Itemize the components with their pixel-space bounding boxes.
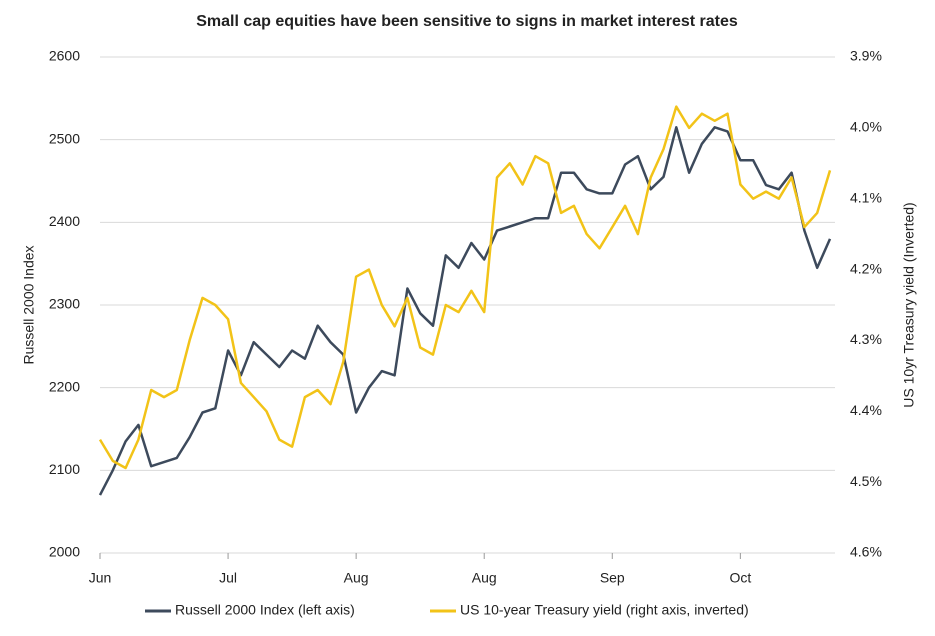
y2-tick-label: 4.4% — [850, 402, 882, 418]
legend-label: US 10-year Treasury yield (right axis, i… — [460, 602, 749, 618]
y-tick-label: 2500 — [49, 130, 80, 146]
y2-tick-label: 4.2% — [850, 260, 882, 276]
y2-tick-label: 3.9% — [850, 48, 882, 64]
legend-label: Russell 2000 Index (left axis) — [175, 602, 355, 618]
y-tick-label: 2600 — [49, 48, 80, 64]
x-tick-label: Aug — [344, 570, 369, 586]
y-tick-label: 2300 — [49, 296, 80, 312]
chart-title: Small cap equities have been sensitive t… — [196, 13, 738, 30]
x-tick-label: Sep — [600, 570, 625, 586]
y-tick-label: 2400 — [49, 213, 80, 229]
x-tick-label: Oct — [729, 570, 751, 586]
y2-tick-label: 4.1% — [850, 189, 882, 205]
y-tick-label: 2000 — [49, 544, 80, 560]
x-tick-label: Jul — [219, 570, 237, 586]
y2-tick-label: 4.5% — [850, 473, 882, 489]
y-tick-label: 2100 — [49, 461, 80, 477]
y-axis-title: Russell 2000 Index — [21, 245, 37, 364]
y2-tick-label: 4.6% — [850, 544, 882, 560]
y2-tick-label: 4.0% — [850, 119, 882, 135]
series-line — [98, 126, 832, 496]
series-line — [98, 105, 832, 470]
x-tick-label: Aug — [472, 570, 497, 586]
y-tick-label: 2200 — [49, 378, 80, 394]
y2-axis-title: US 10yr Treasury yield (Inverted) — [901, 202, 917, 407]
y2-tick-label: 4.3% — [850, 331, 882, 347]
x-tick-label: Jun — [89, 570, 112, 586]
